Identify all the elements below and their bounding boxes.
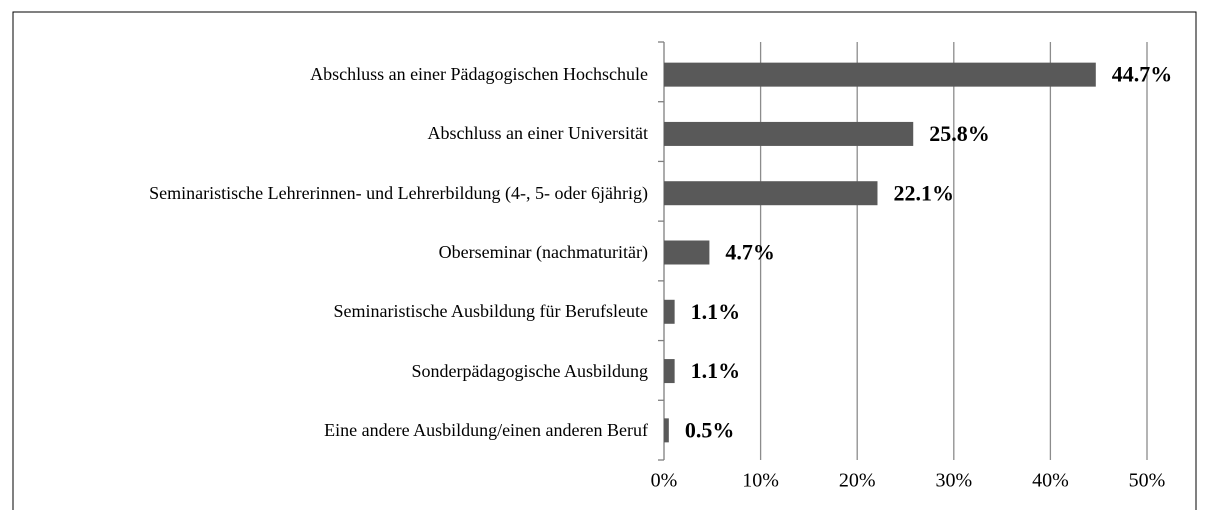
- bar: [664, 62, 1096, 87]
- category-label-box: Seminaristische Lehrerinnen- und Lehrerb…: [149, 163, 648, 223]
- y-tick-label: Oberseminar (nachmaturitär): [438, 242, 648, 262]
- category-label-box: Abschluss an einer Universität: [428, 104, 648, 164]
- value-label: 1.1%: [691, 358, 741, 383]
- y-tick-label: Seminaristische Ausbildung für Berufsleu…: [333, 301, 648, 322]
- value-label: 0.5%: [685, 417, 735, 442]
- x-tick-label: 50%: [1129, 470, 1166, 492]
- bar: [664, 121, 914, 146]
- value-label: 22.1%: [893, 180, 954, 205]
- bar: [664, 240, 710, 265]
- bar: [664, 359, 675, 384]
- y-tick-label: Eine andere Ausbildung/einen anderen Ber…: [324, 419, 648, 440]
- value-label: 1.1%: [691, 299, 741, 324]
- y-tick-label: Abschluss an einer Universität: [427, 123, 648, 144]
- category-label-box: Eine andere Ausbildung/einen anderen Ber…: [324, 400, 648, 460]
- bar: [664, 299, 675, 324]
- x-tick-label: 20%: [839, 470, 876, 492]
- frame: [12, 11, 1197, 510]
- category-label-box: Seminaristische Ausbildung für Berufsleu…: [334, 282, 648, 342]
- x-tick-label: 30%: [935, 470, 972, 492]
- category-label-box: Sonderpädagogische Ausbildung: [412, 341, 648, 401]
- y-tick-label: Sonderpädagogische Ausbildung: [411, 360, 648, 381]
- y-tick-label: Seminaristische Lehrerinnen- und Lehrerb…: [149, 182, 648, 203]
- category-label-box: Abschluss an einer Pädagogischen Hochsch…: [310, 45, 648, 105]
- y-tick-label: Abschluss an einer Pädagogischen Hochsch…: [310, 64, 648, 85]
- x-tick-label: 0%: [651, 470, 678, 492]
- value-label: 25.8%: [929, 121, 990, 146]
- category-label-box: Oberseminar (nachmaturitär): [439, 223, 648, 283]
- x-tick-label: 10%: [742, 470, 779, 492]
- value-label: 4.7%: [725, 240, 775, 265]
- bar: [664, 418, 669, 443]
- bar: [664, 181, 878, 206]
- x-tick-label: 40%: [1032, 470, 1069, 492]
- value-label: 44.7%: [1112, 62, 1173, 87]
